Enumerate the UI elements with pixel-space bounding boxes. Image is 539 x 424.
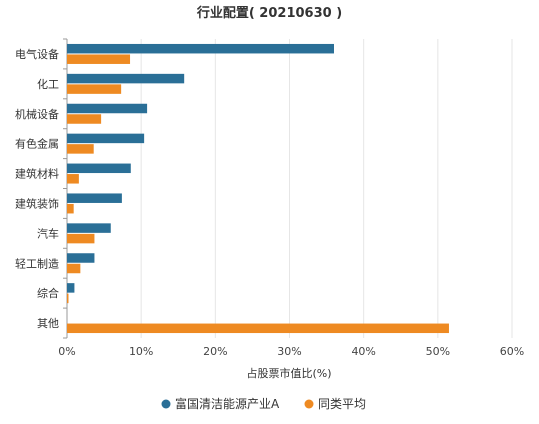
category-label: 汽车: [37, 226, 59, 240]
bar: [67, 263, 81, 274]
bar: [67, 114, 102, 124]
category-label: 轻工制造: [15, 256, 59, 270]
tick-labels: 0% 10% 20% 30% 40% 50% 60%: [58, 345, 524, 358]
category-label: 其他: [37, 317, 59, 330]
chart-title: 行业配置( 20210630 ): [196, 5, 342, 21]
axis-layer: [63, 38, 68, 339]
x-axis-label: 占股票市值比(%): [246, 366, 331, 380]
x-tick-label: 10%: [129, 345, 153, 358]
bar: [67, 323, 449, 334]
category-label: 电气设备: [15, 47, 59, 61]
x-tick-label: 50%: [426, 345, 450, 358]
category-label: 机械设备: [15, 107, 59, 121]
bar: [67, 43, 334, 54]
bar: [67, 193, 122, 203]
grid-layer: [140, 39, 513, 338]
bar: [67, 174, 79, 184]
category-label: 建筑材料: [15, 167, 59, 181]
x-tick-label: 20%: [203, 345, 227, 358]
bar: [67, 84, 122, 94]
legend-label: 同类平均: [318, 397, 366, 411]
bar: [67, 223, 111, 233]
legend-label: 富国清洁能源产业A: [175, 396, 280, 411]
legend: 富国清洁能源产业A 同类平均: [161, 396, 366, 411]
category-label: 综合: [37, 286, 59, 300]
x-tick-label: 0%: [58, 345, 75, 358]
category-label: 化工: [37, 77, 59, 91]
bar: [67, 203, 74, 214]
bar: [67, 283, 75, 293]
category-label: 建筑装饰: [15, 196, 59, 210]
legend-marker: [304, 399, 314, 409]
bar: [67, 253, 95, 263]
legend-marker: [161, 399, 171, 409]
x-tick-label: 40%: [351, 345, 375, 358]
bar: [67, 293, 69, 304]
bar: [67, 163, 131, 174]
bars-layer: [67, 43, 449, 334]
bar: [67, 73, 185, 84]
bar: [67, 144, 94, 154]
bar: [67, 54, 131, 64]
bar: [67, 103, 148, 114]
x-tick-label: 30%: [277, 345, 301, 358]
category-label: 有色金属: [15, 137, 59, 151]
bar: [67, 133, 145, 144]
bar: [67, 233, 95, 244]
x-tick-label: 60%: [500, 345, 524, 358]
